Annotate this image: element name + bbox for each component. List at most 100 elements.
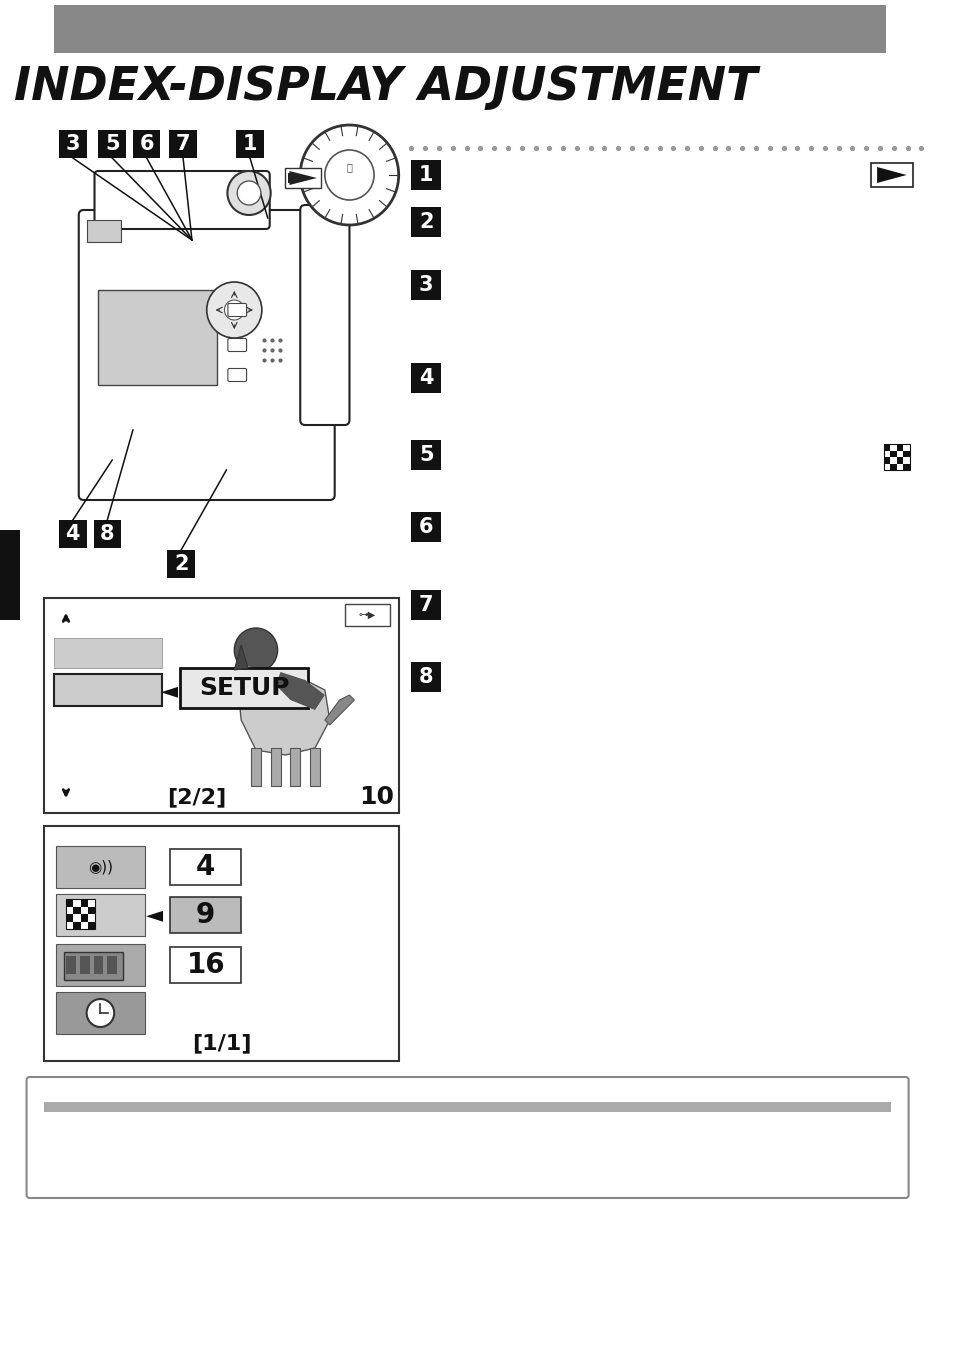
Bar: [411, 590, 440, 621]
Bar: [889, 451, 896, 458]
Text: 4: 4: [418, 367, 433, 388]
Text: INDEX-DISPLAY ADJUSTMENT: INDEX-DISPLAY ADJUSTMENT: [13, 65, 757, 110]
Bar: [171, 849, 241, 886]
Bar: [66, 906, 73, 914]
Circle shape: [234, 629, 277, 672]
Text: [1/1]: [1/1]: [192, 1032, 251, 1053]
Bar: [88, 914, 95, 922]
Bar: [180, 668, 308, 708]
Circle shape: [300, 125, 398, 225]
Bar: [56, 992, 145, 1034]
Bar: [870, 163, 912, 187]
Bar: [902, 463, 908, 470]
Bar: [81, 914, 88, 922]
Text: 3: 3: [418, 275, 433, 295]
Text: 2: 2: [173, 555, 188, 573]
Bar: [902, 451, 908, 458]
FancyBboxPatch shape: [79, 210, 335, 499]
Text: 8: 8: [418, 668, 433, 686]
Bar: [411, 207, 440, 237]
Bar: [73, 906, 81, 914]
Bar: [54, 5, 885, 52]
Bar: [883, 458, 889, 463]
Bar: [411, 271, 440, 300]
Bar: [896, 444, 902, 451]
Bar: [344, 604, 390, 626]
Bar: [80, 956, 90, 975]
Text: 7: 7: [418, 595, 433, 615]
Polygon shape: [275, 672, 325, 709]
Bar: [889, 458, 896, 463]
Polygon shape: [234, 645, 248, 670]
Text: 5: 5: [418, 446, 433, 464]
Bar: [81, 922, 88, 929]
Circle shape: [87, 999, 114, 1027]
FancyBboxPatch shape: [228, 303, 246, 316]
Bar: [93, 520, 121, 548]
Bar: [59, 520, 87, 548]
Bar: [171, 948, 241, 983]
Bar: [896, 463, 902, 470]
Bar: [98, 131, 126, 157]
Polygon shape: [289, 171, 316, 184]
Bar: [411, 662, 440, 692]
Bar: [288, 174, 291, 183]
Bar: [66, 899, 95, 929]
Text: ◄: ◄: [146, 905, 163, 925]
Bar: [93, 956, 103, 975]
Text: 5: 5: [105, 135, 119, 153]
Text: 2: 2: [418, 213, 433, 232]
Bar: [59, 131, 87, 157]
Polygon shape: [236, 665, 330, 755]
Bar: [107, 956, 117, 975]
Bar: [883, 444, 889, 451]
Bar: [251, 748, 260, 786]
Text: 4: 4: [196, 853, 215, 882]
Text: ◉)): ◉)): [88, 860, 112, 875]
Bar: [44, 826, 398, 1061]
Bar: [73, 899, 81, 906]
Bar: [169, 131, 196, 157]
Text: 6: 6: [139, 135, 153, 153]
Bar: [88, 922, 95, 929]
FancyBboxPatch shape: [27, 1077, 907, 1198]
Polygon shape: [325, 695, 354, 725]
Text: [2/2]: [2/2]: [167, 787, 226, 808]
Bar: [56, 944, 145, 987]
Bar: [87, 219, 121, 242]
Bar: [56, 847, 145, 888]
Bar: [66, 922, 73, 929]
Text: SETUP: SETUP: [198, 676, 289, 700]
Circle shape: [237, 180, 260, 205]
Bar: [88, 906, 95, 914]
Bar: [883, 444, 908, 470]
Text: 16: 16: [186, 952, 225, 979]
FancyBboxPatch shape: [228, 369, 246, 381]
Text: 1: 1: [418, 166, 433, 184]
Bar: [54, 638, 162, 668]
Bar: [54, 674, 162, 707]
Bar: [171, 896, 241, 933]
Bar: [88, 899, 95, 906]
Bar: [411, 511, 440, 542]
Circle shape: [207, 283, 261, 338]
Text: ⌗: ⌗: [346, 162, 352, 172]
Bar: [73, 922, 81, 929]
Text: 4: 4: [66, 524, 80, 544]
Circle shape: [227, 171, 271, 215]
Text: 7: 7: [175, 135, 191, 153]
FancyBboxPatch shape: [94, 171, 270, 229]
Bar: [132, 131, 160, 157]
Text: 6: 6: [418, 517, 433, 537]
Bar: [98, 289, 216, 385]
Text: 3: 3: [66, 135, 80, 153]
FancyBboxPatch shape: [228, 338, 246, 351]
Text: 10: 10: [359, 785, 395, 809]
Circle shape: [224, 300, 244, 320]
Bar: [896, 451, 902, 458]
Text: 1: 1: [242, 135, 257, 153]
Text: 8: 8: [100, 524, 114, 544]
Bar: [889, 444, 896, 451]
Bar: [310, 748, 319, 786]
Bar: [81, 906, 88, 914]
